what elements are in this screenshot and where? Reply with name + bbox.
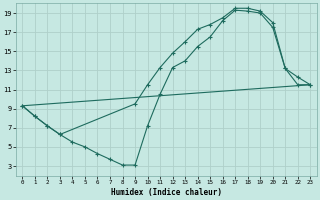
X-axis label: Humidex (Indice chaleur): Humidex (Indice chaleur) — [111, 188, 222, 197]
